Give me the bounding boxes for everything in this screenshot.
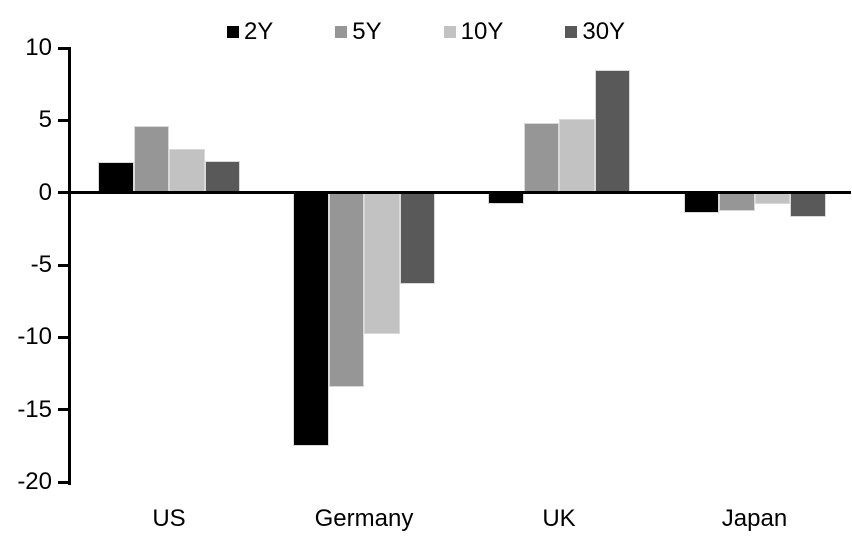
legend-label: 2Y [243, 18, 274, 45]
y-axis-line [68, 46, 71, 485]
legend-item-30y: 30Y [565, 18, 625, 46]
bar-us-5y [133, 126, 169, 193]
legend-item-5y: 5Y [335, 18, 382, 46]
x-axis-label-germany: Germany [314, 505, 414, 532]
y-axis-tick [58, 408, 69, 412]
x-axis-zero-line [68, 191, 851, 194]
legend-swatch-icon [335, 26, 348, 38]
bar-japan-30y [790, 192, 826, 218]
bar-uk-10y [559, 118, 595, 193]
x-axis-label-uk: UK [542, 505, 576, 532]
bar-germany-2y [293, 192, 329, 446]
bar-germany-5y [328, 192, 364, 387]
bar-uk-5y [523, 123, 559, 193]
y-axis-tick [58, 480, 69, 484]
y-axis-tick [58, 263, 69, 267]
legend-swatch-icon [443, 26, 456, 38]
legend-item-10y: 10Y [443, 18, 504, 46]
legend-item-2y: 2Y [226, 18, 274, 46]
y-axis-tick-label: -15 [17, 395, 52, 423]
bar-us-10y [169, 149, 205, 193]
bar-japan-2y [683, 192, 719, 213]
y-axis-tick-label: 10 [25, 34, 52, 61]
y-axis-tick [58, 46, 69, 50]
bar-japan-10y [754, 192, 790, 205]
x-axis-label-us: US [152, 505, 186, 532]
y-axis-tick-label: -20 [17, 468, 52, 495]
y-axis-tick-label: 0 [38, 178, 52, 206]
legend-label: 30Y [582, 18, 626, 45]
y-axis-tick-label: 5 [38, 106, 52, 134]
y-axis-tick-label: -5 [30, 251, 52, 278]
bar-uk-30y [594, 69, 630, 193]
bar-us-30y [204, 160, 240, 193]
chart-legend: 2Y 5Y 10Y 30Y [0, 18, 852, 46]
legend-label: 5Y [352, 18, 382, 45]
y-axis-tick [58, 335, 69, 339]
x-axis-label-japan: Japan [721, 505, 788, 532]
y-axis-tick [58, 191, 69, 195]
bar-uk-2y [488, 192, 524, 205]
legend-swatch-icon [565, 26, 578, 38]
legend-label: 10Y [460, 18, 504, 45]
bar-germany-10y [364, 192, 400, 335]
bar-germany-30y [399, 192, 435, 284]
y-axis-tick [58, 118, 69, 122]
y-axis-tick-label: -10 [17, 323, 52, 351]
legend-swatch-icon [226, 26, 239, 38]
bar-us-2y [98, 162, 134, 193]
bar-japan-5y [719, 192, 755, 212]
